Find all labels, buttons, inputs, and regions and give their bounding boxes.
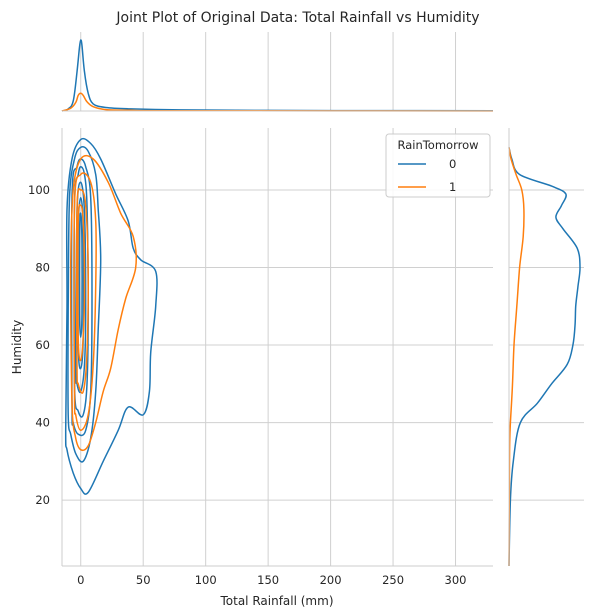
axis-layer: 0 50 100 150 200 250 300 20 40 60 80 100 <box>28 110 510 587</box>
series-0-contour-6 <box>78 212 83 339</box>
legend-label-1: 1 <box>449 180 456 194</box>
x-tick-label: 100 <box>195 573 217 587</box>
grid-layer <box>62 32 584 566</box>
series-0-marginal-y <box>508 147 581 567</box>
y-tick-label: 100 <box>28 183 50 197</box>
series-1-contour-3 <box>77 203 86 362</box>
x-axis-label: Total Rainfall (mm) <box>219 594 333 608</box>
x-tick-label: 250 <box>382 573 404 587</box>
y-tick-label: 80 <box>35 261 50 275</box>
x-tick-label: 200 <box>320 573 342 587</box>
legend-frame <box>385 133 491 198</box>
series-1-contours <box>69 154 137 452</box>
series-1-contour-1 <box>73 172 97 432</box>
legend-label-0: 0 <box>449 157 456 171</box>
series-0-marginal-x <box>61 39 494 112</box>
x-tick-label: 50 <box>136 573 151 587</box>
series-layer <box>61 39 581 567</box>
x-tick-label: 0 <box>77 573 84 587</box>
series-1-marginal-y <box>508 147 525 567</box>
y-axis-label: Humidity <box>10 320 24 374</box>
series-0-contour-2 <box>70 158 93 437</box>
legend: RainTomorrow 0 1 <box>385 133 491 198</box>
y-tick-label: 40 <box>35 416 50 430</box>
series-0-contour-1 <box>67 146 102 463</box>
series-1-contour-0 <box>69 154 137 452</box>
x-tick-label: 150 <box>257 573 279 587</box>
y-tick-label: 20 <box>35 493 50 507</box>
y-tick-label: 60 <box>35 338 50 352</box>
legend-title: RainTomorrow <box>397 138 478 152</box>
series-1-contour-2 <box>75 188 89 394</box>
chart-title: Joint Plot of Original Data: Total Rainf… <box>115 10 479 26</box>
x-tick-label: 300 <box>445 573 467 587</box>
series-0-contour-0 <box>64 137 158 495</box>
